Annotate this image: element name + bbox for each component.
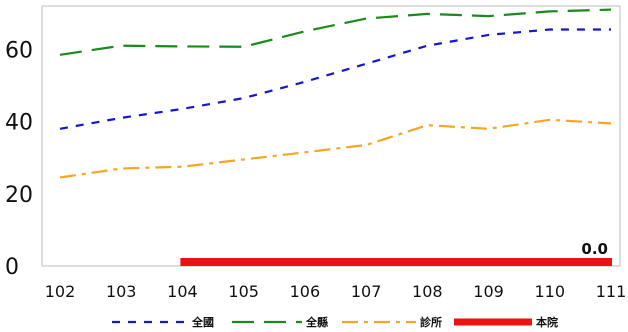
x-tick-label: 102 [45,282,76,301]
legend-label-2: 全縣 [305,315,328,328]
x-tick-label: 106 [290,282,321,301]
series-line-1 [59,28,611,130]
y-tick-label: 40 [5,111,33,136]
x-axis-ticks: 102 103 104 105 106 107 108 109 110 111 [45,282,627,301]
legend-label-3: 診所 [420,315,442,328]
x-tick-label: 110 [535,282,566,301]
legend-label-1: 全國 [191,315,214,328]
x-tick-label: 111 [596,282,627,301]
x-tick-label: 108 [412,282,443,301]
x-tick-label: 109 [473,282,504,301]
x-tick-label: 104 [167,282,198,301]
series-line-3 [59,118,612,179]
x-tick-label: 105 [228,282,259,301]
x-tick-label: 103 [106,282,137,301]
y-tick-label: 60 [5,38,33,63]
annotations: 0.0 [581,240,608,258]
y-tick-label: 0 [5,255,19,280]
series-lines [59,8,612,266]
legend: 全國 全縣 診所 本院 [112,315,558,329]
legend-label-4: 本院 [536,315,558,328]
data-label: 0.0 [581,240,608,258]
x-tick-label: 107 [351,282,382,301]
y-tick-label: 20 [5,183,33,208]
y-axis-ticks: 0 20 40 60 [5,38,33,280]
series-line-2 [59,8,612,56]
